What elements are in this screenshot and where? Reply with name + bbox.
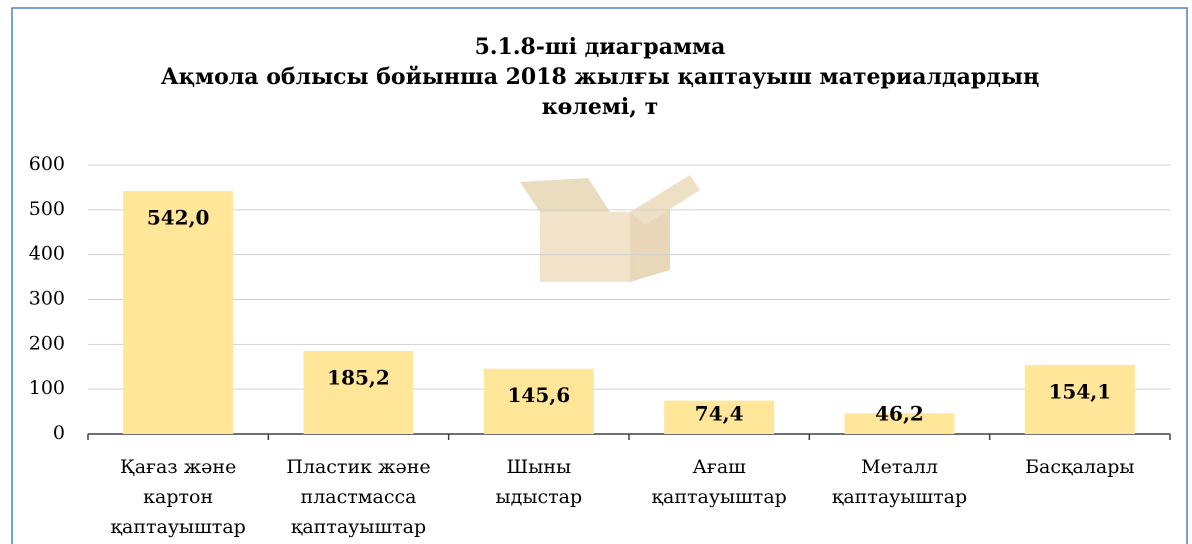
box-decoration	[520, 175, 700, 282]
y-tick-label: 400	[29, 243, 65, 265]
y-tick-label: 200	[29, 332, 65, 354]
x-tick-label: қаптауыштар	[652, 486, 787, 508]
bar	[303, 350, 414, 434]
value-label: 542,0	[147, 206, 210, 230]
x-tick-label: қаптауыштар	[111, 516, 246, 538]
y-tick-label: 600	[29, 153, 65, 175]
x-tick-label: Басқалары	[1025, 456, 1134, 478]
value-label: 74,4	[695, 402, 744, 426]
x-tick-label: Қағаз және	[120, 456, 236, 478]
x-tick-label: Ағаш	[693, 456, 747, 478]
chart-title: көлемі, т	[542, 94, 659, 120]
x-tick-label: ыдыстар	[496, 486, 583, 508]
y-tick-label: 500	[29, 198, 65, 220]
x-tick-label: Шыны	[507, 456, 572, 478]
chart-title: 5.1.8-ші диаграмма	[475, 34, 726, 60]
bar	[664, 400, 775, 434]
bar	[844, 413, 955, 434]
x-tick-label: картон	[143, 486, 213, 508]
x-tick-label: Пластик және	[286, 456, 430, 478]
y-tick-label: 100	[29, 377, 65, 399]
y-tick-label: 0	[53, 422, 65, 444]
x-tick-label: Металл	[861, 456, 938, 478]
value-label: 154,1	[1049, 379, 1112, 403]
y-tick-label: 300	[29, 288, 65, 310]
value-label: 145,6	[508, 383, 571, 407]
x-tick-label: қаптауыштар	[291, 516, 426, 538]
bar	[1024, 364, 1135, 434]
value-label: 185,2	[327, 365, 390, 389]
chart-title: Ақмола облысы бойынша 2018 жылғы қаптауы…	[161, 64, 1040, 90]
bar	[123, 191, 234, 434]
bar	[483, 368, 594, 434]
value-label: 46,2	[875, 402, 924, 426]
x-tick-label: пластмасса	[301, 486, 417, 508]
x-tick-label: қаптауыштар	[832, 486, 967, 508]
